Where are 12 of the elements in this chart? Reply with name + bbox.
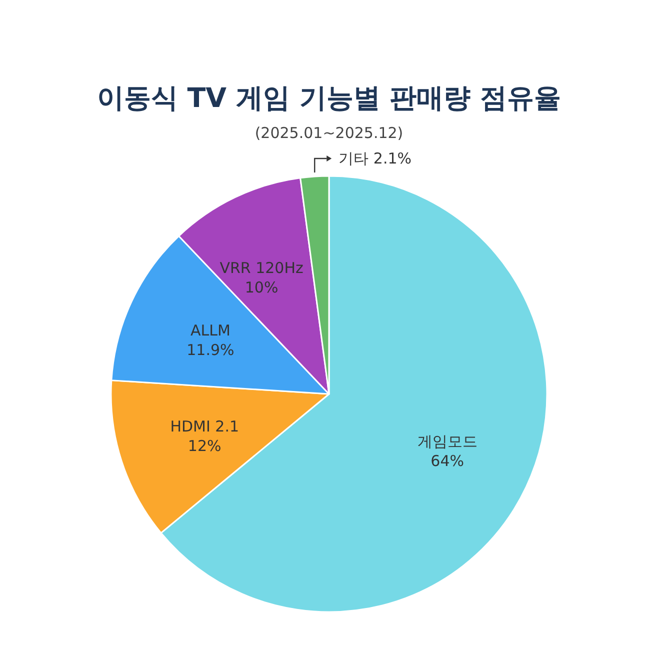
data-label: 11.9%	[186, 341, 234, 360]
data-label: 64%	[430, 452, 464, 470]
data-label: 10%	[244, 278, 278, 296]
slice-label: 기타	[338, 150, 369, 168]
chart-title: 이동식 TV 게임 기능별 판매량 점유율	[96, 82, 562, 116]
chart-subtitle: (2025.01~2025.12)	[254, 124, 404, 142]
slice-label: VRR 120Hz	[220, 259, 304, 277]
slice-label: ALLM	[190, 322, 230, 340]
data-label: 12%	[188, 436, 222, 455]
slice-label: 게임모드	[417, 432, 478, 451]
data-label: 2.1%	[373, 150, 412, 168]
slice-label: HDMI 2.1	[170, 417, 240, 436]
